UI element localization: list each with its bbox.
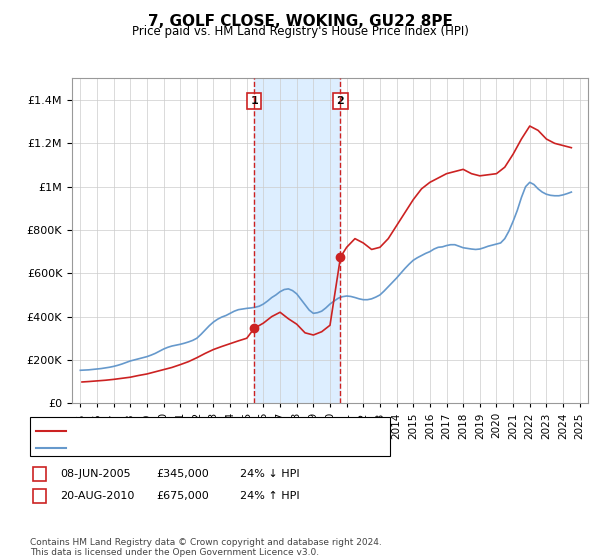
Text: Contains HM Land Registry data © Crown copyright and database right 2024.
This d: Contains HM Land Registry data © Crown c… bbox=[30, 538, 382, 557]
Text: 24% ↑ HPI: 24% ↑ HPI bbox=[240, 491, 299, 501]
Text: 2: 2 bbox=[36, 491, 43, 501]
Text: £675,000: £675,000 bbox=[156, 491, 209, 501]
Text: 08-JUN-2005: 08-JUN-2005 bbox=[60, 469, 131, 479]
Text: 7, GOLF CLOSE, WOKING, GU22 8PE (detached house): 7, GOLF CLOSE, WOKING, GU22 8PE (detache… bbox=[72, 426, 355, 436]
Text: Price paid vs. HM Land Registry's House Price Index (HPI): Price paid vs. HM Land Registry's House … bbox=[131, 25, 469, 38]
Bar bbox=[254, 78, 340, 403]
Text: HPI: Average price, detached house, Woking: HPI: Average price, detached house, Woki… bbox=[72, 443, 303, 453]
Text: 1: 1 bbox=[36, 469, 43, 479]
Text: 20-AUG-2010: 20-AUG-2010 bbox=[60, 491, 134, 501]
Text: £345,000: £345,000 bbox=[156, 469, 209, 479]
Text: 7, GOLF CLOSE, WOKING, GU22 8PE: 7, GOLF CLOSE, WOKING, GU22 8PE bbox=[148, 14, 452, 29]
Text: 24% ↓ HPI: 24% ↓ HPI bbox=[240, 469, 299, 479]
Text: 2: 2 bbox=[337, 96, 344, 106]
Text: 1: 1 bbox=[250, 96, 258, 106]
